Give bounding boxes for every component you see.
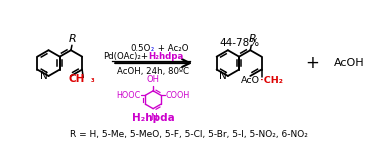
Text: + Ac₂O: + Ac₂O (155, 44, 189, 53)
Text: 0.5O: 0.5O (131, 44, 151, 53)
Text: R: R (248, 34, 256, 44)
Text: Pd(OAc)₂+: Pd(OAc)₂+ (103, 52, 148, 61)
Text: COOH: COOH (166, 91, 190, 100)
Text: N: N (219, 71, 227, 81)
Text: R: R (69, 34, 77, 44)
Text: OH: OH (147, 75, 160, 84)
Text: AcOH, 24h, 80ºC: AcOH, 24h, 80ºC (117, 67, 189, 76)
Text: ₃: ₃ (90, 75, 94, 84)
Text: +: + (305, 54, 319, 72)
Text: AcO: AcO (240, 76, 260, 85)
Text: H₂hdpa: H₂hdpa (148, 52, 183, 61)
Text: AcOH: AcOH (334, 58, 365, 68)
Text: N: N (150, 113, 156, 122)
Text: ₂: ₂ (151, 44, 154, 53)
Text: 44-78%: 44-78% (219, 38, 259, 48)
Text: R = H, 5-Me, 5-MeO, 5-F, 5-Cl, 5-Br, 5-I, 5-NO₂, 6-NO₂: R = H, 5-Me, 5-MeO, 5-F, 5-Cl, 5-Br, 5-I… (70, 130, 308, 139)
Text: H₂hpda: H₂hpda (132, 113, 175, 123)
Text: N: N (40, 71, 47, 81)
Text: CH: CH (69, 74, 85, 84)
Text: ·CH₂: ·CH₂ (260, 76, 282, 85)
Text: HOOC: HOOC (116, 91, 140, 100)
